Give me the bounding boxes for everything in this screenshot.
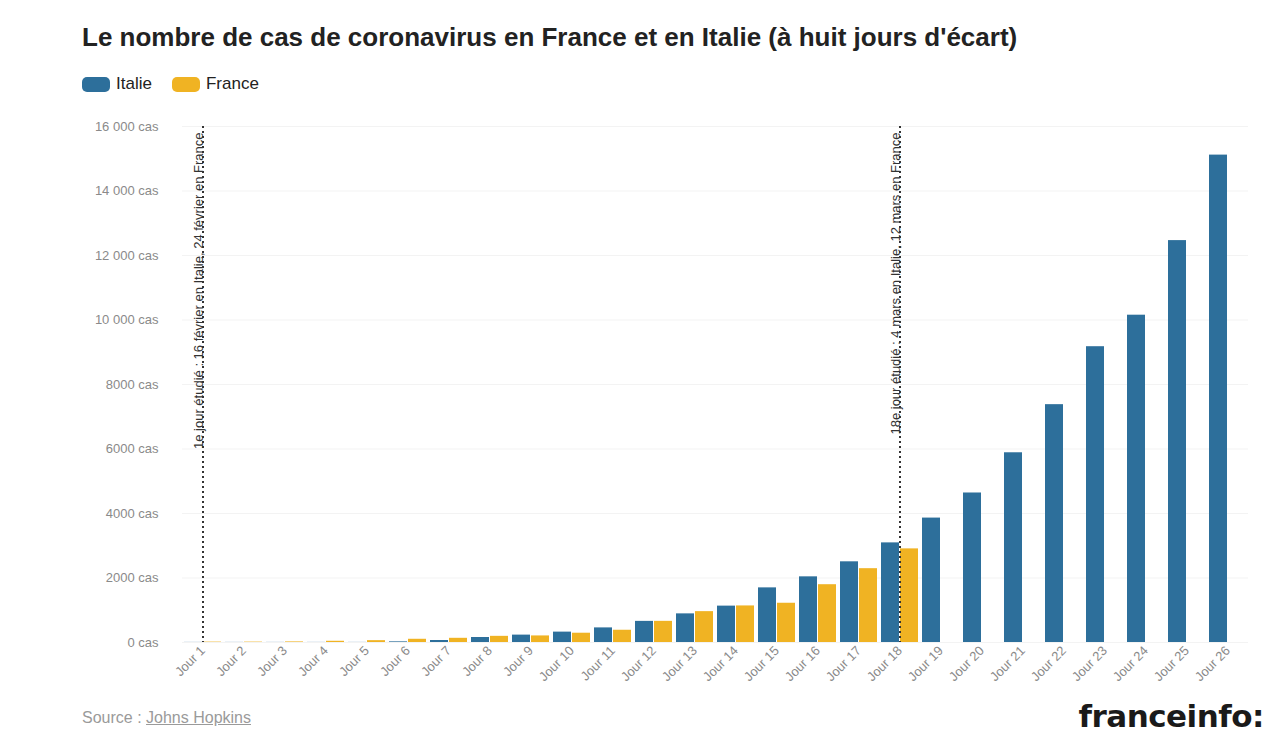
- svg-text:Jour 22: Jour 22: [1028, 643, 1069, 684]
- svg-text:Jour 19: Jour 19: [905, 643, 946, 684]
- svg-text:Jour 12: Jour 12: [618, 643, 659, 684]
- svg-text:Jour 18: Jour 18: [864, 643, 905, 684]
- svg-text:1e jour étudié : 16 février en: 1e jour étudié : 16 février en Italie, 2…: [191, 133, 206, 450]
- svg-text:0 cas: 0 cas: [127, 635, 159, 650]
- svg-text:Jour 15: Jour 15: [741, 643, 782, 684]
- svg-text:Jour 9: Jour 9: [500, 643, 536, 679]
- svg-text:Jour 4: Jour 4: [295, 643, 331, 679]
- svg-text:16 000 cas: 16 000 cas: [95, 119, 159, 134]
- svg-text:Jour 14: Jour 14: [700, 643, 741, 684]
- svg-text:6000 cas: 6000 cas: [106, 441, 159, 456]
- svg-text:Jour 17: Jour 17: [823, 643, 864, 684]
- svg-text:Jour 21: Jour 21: [987, 643, 1028, 684]
- svg-text:Jour 10: Jour 10: [536, 643, 577, 684]
- svg-text:Jour 24: Jour 24: [1110, 643, 1151, 684]
- svg-text:Jour 7: Jour 7: [418, 643, 454, 679]
- html-text:Le nombre de cas de coronaviru: Le nombre de cas de coronavirus en Franc…: [82, 22, 1018, 52]
- svg-text:10 000 cas: 10 000 cas: [95, 312, 159, 327]
- svg-text:Jour 3: Jour 3: [254, 643, 290, 679]
- svg-text:12 000 cas: 12 000 cas: [95, 248, 159, 263]
- svg-text:Jour 25: Jour 25: [1151, 643, 1192, 684]
- html-text:Source : Johns Hopkins: Source : Johns Hopkins: [82, 709, 251, 726]
- html-text:franceinfo:: franceinfo:: [1078, 698, 1264, 734]
- svg-text:4000 cas: 4000 cas: [106, 506, 159, 521]
- svg-text:Jour 16: Jour 16: [782, 643, 823, 684]
- svg-text:Jour 13: Jour 13: [659, 643, 700, 684]
- html-text:France: France: [205, 74, 259, 93]
- svg-text:Jour 2: Jour 2: [213, 643, 249, 679]
- html-text:Italie: Italie: [116, 74, 152, 93]
- svg-text:Jour 5: Jour 5: [336, 643, 372, 679]
- svg-text:Jour 26: Jour 26: [1192, 643, 1233, 684]
- svg-text:2000 cas: 2000 cas: [106, 570, 159, 585]
- svg-text:Jour 1: Jour 1: [172, 643, 208, 679]
- svg-text:Jour 23: Jour 23: [1069, 643, 1110, 684]
- svg-text:Jour 11: Jour 11: [577, 643, 618, 684]
- svg-text:14 000 cas: 14 000 cas: [95, 183, 159, 198]
- svg-text:8000 cas: 8000 cas: [106, 377, 159, 392]
- svg-text:Jour 8: Jour 8: [459, 643, 495, 679]
- svg-text:Jour 6: Jour 6: [377, 643, 413, 679]
- svg-text:Jour 20: Jour 20: [946, 643, 987, 684]
- svg-text:18e jour étudié : 4 mars en It: 18e jour étudié : 4 mars en Italie, 12 m…: [888, 133, 903, 435]
